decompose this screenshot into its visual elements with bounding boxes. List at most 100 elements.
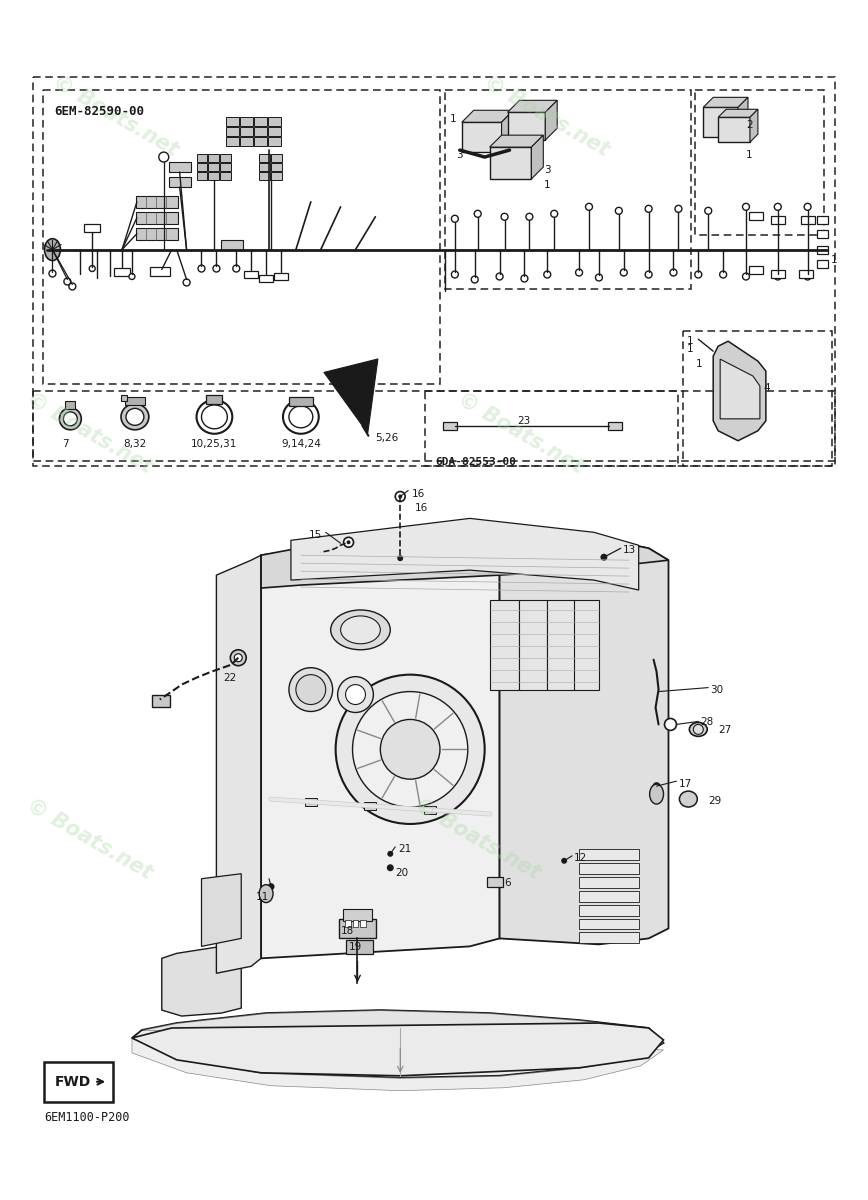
Bar [136, 212, 178, 223]
Text: 1: 1 [544, 180, 551, 190]
Circle shape [562, 858, 567, 864]
Circle shape [526, 214, 533, 221]
Bar [207, 395, 222, 404]
Circle shape [230, 649, 247, 666]
Text: © Boats.net: © Boats.net [480, 72, 613, 161]
Circle shape [496, 274, 503, 280]
Bar [271, 172, 282, 180]
Text: 9,14,24: 9,14,24 [281, 439, 321, 449]
Polygon shape [718, 109, 758, 118]
Bar [771, 270, 785, 277]
Bar [268, 127, 281, 136]
Text: © Boats.net: © Boats.net [23, 794, 155, 883]
Circle shape [621, 269, 628, 276]
Ellipse shape [44, 239, 61, 260]
Polygon shape [545, 101, 557, 140]
Bar [244, 271, 258, 278]
Bar [84, 223, 100, 232]
Bar [136, 228, 178, 240]
Text: 30: 30 [710, 685, 723, 695]
Bar [800, 216, 814, 223]
Bar [718, 118, 750, 142]
Bar [240, 127, 253, 136]
Bar [703, 107, 738, 137]
Bar [260, 172, 270, 180]
Bar [208, 172, 220, 180]
Bar [579, 848, 639, 859]
Polygon shape [261, 526, 500, 959]
Circle shape [551, 210, 558, 217]
Bar [579, 905, 639, 916]
Circle shape [742, 274, 749, 280]
Circle shape [398, 494, 402, 498]
Text: 6EM-82590-00: 6EM-82590-00 [55, 106, 144, 119]
Circle shape [670, 269, 677, 276]
Circle shape [336, 674, 484, 824]
Bar [168, 176, 191, 187]
Bar [274, 274, 288, 280]
Polygon shape [713, 341, 766, 440]
Bar [519, 600, 547, 690]
Bar [749, 212, 763, 220]
Bar [208, 163, 220, 170]
Polygon shape [738, 97, 748, 137]
Polygon shape [531, 136, 543, 179]
Ellipse shape [126, 408, 144, 425]
Bar [799, 270, 812, 277]
Circle shape [159, 152, 168, 162]
Text: 15: 15 [309, 530, 322, 540]
Circle shape [198, 265, 205, 272]
Text: 2: 2 [746, 120, 753, 131]
Circle shape [720, 271, 727, 278]
Text: 6DA-82553-00: 6DA-82553-00 [435, 457, 516, 467]
Bar [152, 695, 170, 707]
Circle shape [183, 278, 190, 286]
Circle shape [653, 782, 661, 790]
Text: 12: 12 [574, 853, 588, 863]
Text: 1: 1 [450, 114, 457, 125]
Text: 8,32: 8,32 [123, 439, 147, 449]
Bar [220, 172, 231, 180]
Text: 17: 17 [679, 779, 692, 790]
Text: 3: 3 [544, 166, 551, 175]
Bar [343, 908, 372, 920]
Bar [254, 118, 267, 126]
Bar [360, 919, 366, 928]
Circle shape [289, 667, 332, 712]
Circle shape [129, 274, 135, 280]
Bar [254, 137, 267, 146]
Polygon shape [490, 136, 543, 148]
Ellipse shape [196, 400, 233, 433]
Bar [196, 154, 207, 162]
Polygon shape [502, 110, 514, 152]
Circle shape [665, 719, 676, 731]
Polygon shape [132, 1010, 663, 1078]
Circle shape [233, 265, 240, 272]
Ellipse shape [331, 610, 391, 649]
Bar [208, 154, 220, 162]
Polygon shape [161, 943, 241, 1016]
Circle shape [586, 203, 593, 210]
Ellipse shape [59, 408, 82, 430]
Circle shape [69, 283, 76, 290]
Bar [352, 919, 358, 928]
Circle shape [89, 265, 95, 271]
Bar [817, 216, 828, 223]
Ellipse shape [63, 412, 77, 426]
Bar [254, 127, 267, 136]
Bar [65, 401, 76, 409]
Bar [462, 122, 502, 152]
Text: 4: 4 [764, 383, 771, 394]
Bar [196, 163, 207, 170]
Text: 20: 20 [395, 868, 408, 877]
Polygon shape [216, 556, 261, 973]
Bar [268, 137, 281, 146]
Polygon shape [132, 1010, 663, 1091]
Bar [114, 268, 130, 276]
Circle shape [521, 275, 528, 282]
Polygon shape [500, 526, 668, 944]
Circle shape [742, 203, 749, 210]
Bar [487, 877, 503, 887]
Circle shape [543, 271, 551, 278]
Bar [579, 932, 639, 943]
